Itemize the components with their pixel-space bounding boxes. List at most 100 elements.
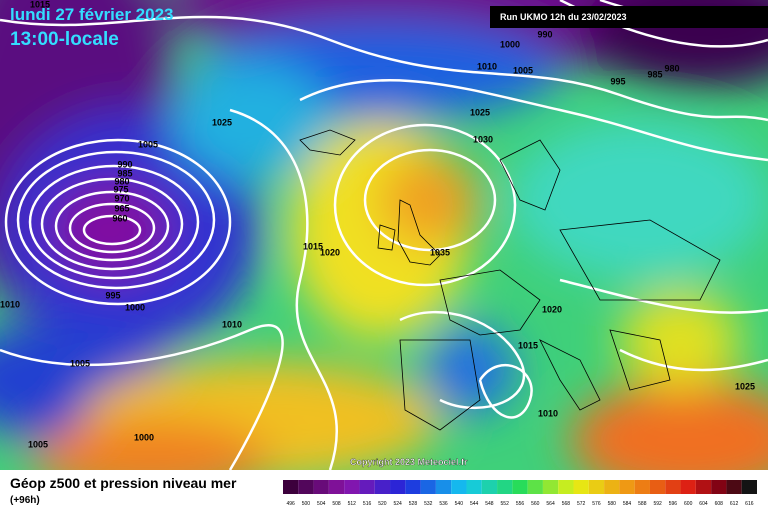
legend-swatch (512, 480, 528, 494)
legend-label: 496 (286, 501, 295, 507)
copyright: Copyright 2023 Meteociel.fr (350, 457, 468, 467)
legend-label: 544 (470, 501, 479, 507)
isobar-label: 960 (112, 213, 127, 223)
legend-label: 528 (409, 501, 418, 507)
legend-label: 564 (546, 501, 555, 507)
isobar-label: 1000 (134, 432, 154, 442)
isobar-label: 1005 (28, 439, 48, 449)
legend-swatch (542, 480, 559, 494)
isobar-label: 1010 (0, 299, 20, 309)
legend-swatch (328, 480, 345, 494)
legend-swatch (451, 480, 467, 494)
legend-swatch (298, 480, 314, 494)
isobar-label: 1010 (538, 408, 558, 418)
legend-swatch (435, 480, 452, 494)
legend-label: 540 (455, 501, 464, 507)
legend-label: 572 (577, 501, 586, 507)
legend-label: 516 (363, 501, 372, 507)
legend-label: 604 (699, 501, 708, 507)
legend-swatch (313, 480, 329, 494)
legend-label: 592 (653, 501, 662, 507)
legend-label: 580 (608, 501, 617, 507)
legend-swatch (741, 480, 757, 494)
isobar-label: 1035 (430, 247, 450, 257)
isobar-label: 1005 (513, 65, 533, 75)
isobar-label: 1025 (470, 107, 490, 117)
isobar-label: 1000 (125, 302, 145, 312)
legend-label: 616 (745, 501, 754, 507)
legend-swatch (466, 480, 482, 494)
isobar-label: 1020 (320, 247, 340, 257)
isobar-label: 1010 (477, 61, 497, 71)
legend-label: 504 (317, 501, 326, 507)
run-info: Run UKMO 12h du 23/02/2023 (500, 12, 627, 22)
legend-label: 512 (348, 501, 357, 507)
color-legend: 496 500 504 508 512 516 520 524 528 532 536 540 544 5… (283, 480, 757, 507)
legend-swatch (420, 480, 436, 494)
legend-label: 600 (684, 501, 693, 507)
legend-label: 576 (592, 501, 601, 507)
legend-label: 596 (669, 501, 678, 507)
legend-swatch (619, 480, 635, 494)
isobar-label: 990 (117, 159, 132, 169)
legend-label: 552 (501, 501, 510, 507)
legend-label: 524 (394, 501, 403, 507)
map-date: lundi 27 février 2023 (10, 5, 173, 24)
isobar-label: 995 (610, 76, 625, 86)
legend-swatch (359, 480, 375, 494)
legend-label: 556 (516, 501, 525, 507)
isobar-label: 990 (537, 29, 552, 39)
legend-swatch (283, 480, 299, 494)
legend-swatch (481, 480, 498, 494)
isobar-label: 970 (114, 193, 129, 203)
legend-label: 532 (424, 501, 433, 507)
isobar-label: 975 (113, 184, 128, 194)
footer-title: Géop z500 et pression niveau mer (10, 475, 237, 491)
legend-swatch (390, 480, 406, 494)
map-time: 13:00-locale (10, 29, 119, 50)
isobar-label: 1015 (518, 340, 538, 350)
legend-label: 560 (531, 501, 540, 507)
legend-label: 508 (332, 501, 341, 507)
legend-label: 608 (715, 501, 724, 507)
legend-swatch (711, 480, 727, 494)
legend-swatch (634, 480, 650, 494)
legend-swatch (573, 480, 589, 494)
isobar-label: 995 (105, 290, 120, 300)
isobar-label: 985 (647, 69, 662, 79)
legend-swatch (497, 480, 513, 494)
isobar-label: 1010 (222, 319, 242, 329)
legend-swatch (558, 480, 574, 494)
isobar-label: 1020 (542, 304, 562, 314)
isobar-label: 1025 (212, 117, 232, 127)
legend-label: 520 (378, 501, 387, 507)
isobar-label: 1005 (138, 139, 158, 149)
legend-swatch (374, 480, 391, 494)
legend-label: 536 (439, 501, 448, 507)
isobar-label: 980 (114, 176, 129, 186)
legend-swatch (665, 480, 681, 494)
isobar-label: 1025 (735, 381, 755, 391)
legend-swatch (649, 480, 666, 494)
legend-label: 584 (623, 501, 632, 507)
footer-subtitle: (+96h) (10, 495, 40, 506)
isobar-label: 1015 (30, 0, 50, 9)
isobar-label: 980 (664, 63, 679, 73)
legend-swatch (588, 480, 605, 494)
legend-swatch (527, 480, 543, 494)
legend-label: 588 (638, 501, 647, 507)
legend-label: 500 (302, 501, 311, 507)
legend-swatch (344, 480, 360, 494)
legend-swatch (604, 480, 620, 494)
isobar-label: 1000 (500, 39, 520, 49)
legend-swatch (680, 480, 696, 494)
isobar-label: 1015 (303, 241, 323, 251)
legend-label: 612 (730, 501, 739, 507)
isobar-label: 1030 (473, 134, 493, 144)
isobar-label: 985 (117, 168, 132, 178)
legend-label: 568 (562, 501, 571, 507)
isobars (0, 0, 768, 470)
